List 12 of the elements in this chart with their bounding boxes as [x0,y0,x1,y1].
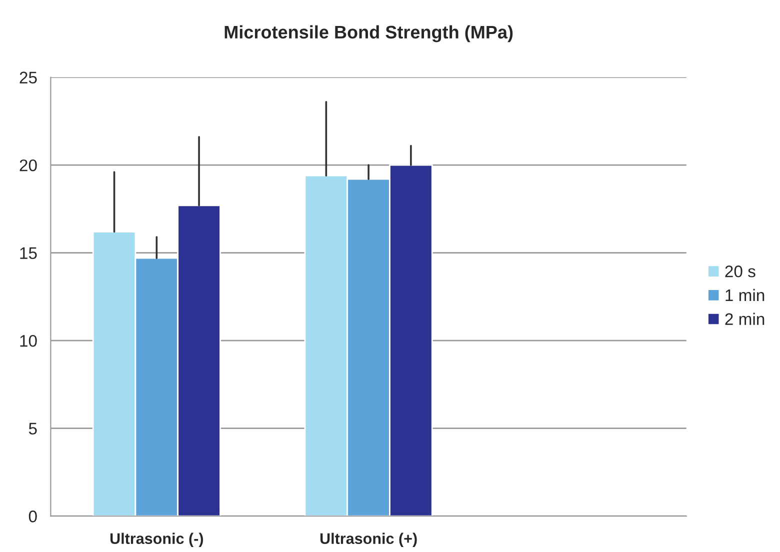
y-tick-label: 15 [20,247,37,260]
legend-label: 2 min [725,312,764,325]
y-tick-label: 0 [28,510,37,522]
legend-label: 1 min [726,288,764,302]
legend-label: 20 s [725,266,756,278]
x-tick-label: Ultrasonic (+) [320,532,417,548]
y-tick-label: 5 [28,422,37,435]
y-tick-label: 25 [20,72,37,84]
chart-title: Microtensile Bond Strength (MPa) [224,25,513,42]
y-tick-label: 20 [20,159,37,172]
y-tick-label: 10 [20,334,37,347]
x-tick-label: Ultrasonic (-) [110,532,204,548]
